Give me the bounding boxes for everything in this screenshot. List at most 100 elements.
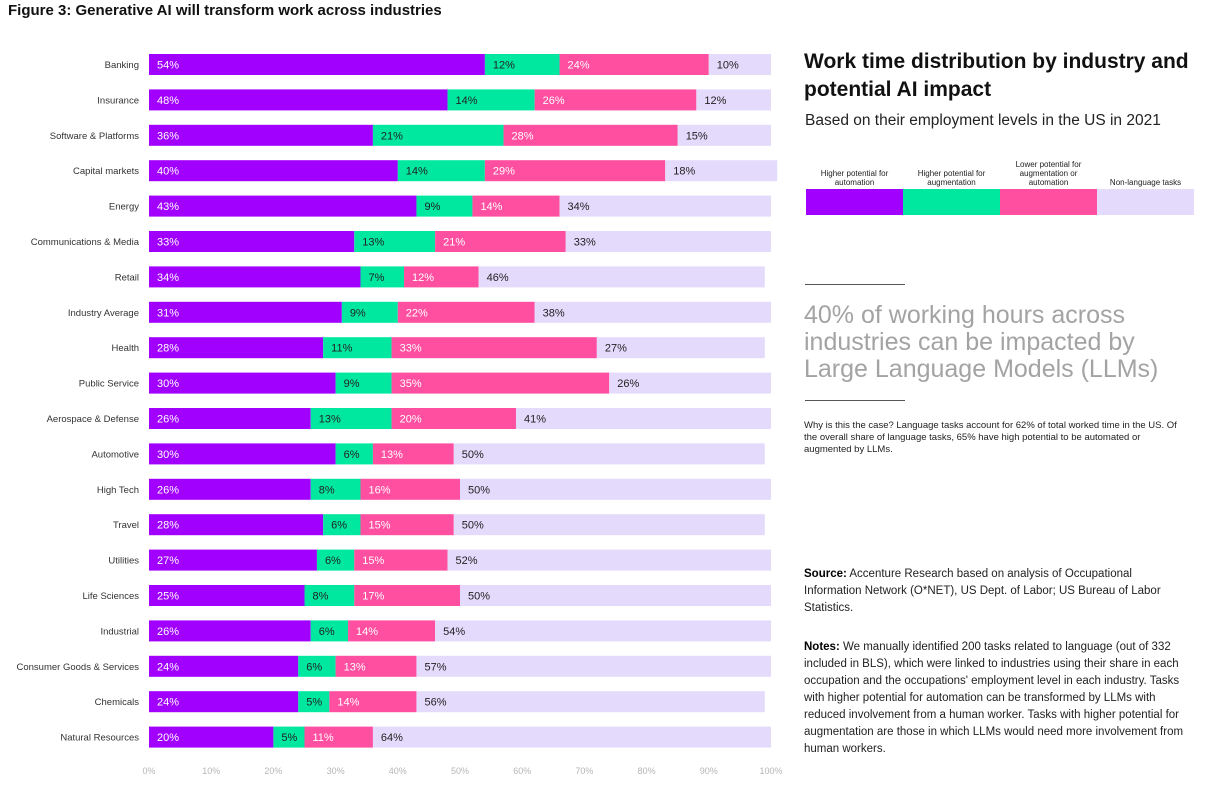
data-label-aerospace-defense-1: 13% [319,414,341,426]
bar-segment-life-sciences-2 [354,585,460,606]
bar-segment-consumer-goods-services-2 [335,655,417,677]
data-label-insurance-3: 12% [704,95,726,107]
x-tick-label: 20% [264,766,282,776]
data-label-retail-3: 46% [487,272,509,284]
data-label-life-sciences-3: 50% [468,591,490,603]
x-tick-label: 0% [142,766,155,776]
bar-segment-travel-0 [149,514,324,536]
bar-segment-insurance-2 [534,89,697,111]
category-label-natural-resources: Natural Resources [60,733,139,744]
bar-segment-energy-1 [416,195,473,217]
bar-segment-automotive-2 [372,443,454,465]
legend-label: Higher potential for augmentation [917,169,986,187]
data-label-banking-0: 54% [157,60,179,72]
bar-segment-industry-average-1 [341,301,398,323]
bar-segment-industrial-3 [435,620,771,642]
notes-label: Notes: [804,641,840,653]
data-label-public-service-0: 30% [157,378,179,390]
bar-segment-natural-resources-2 [304,726,373,748]
data-label-chemicals-0: 24% [157,697,179,709]
bar-segment-banking-2 [559,54,709,75]
legend-swatch [1000,189,1097,215]
data-label-industrial-3: 54% [443,626,465,638]
data-label-utilities-0: 27% [157,555,179,567]
bar-segment-energy-0 [149,195,417,217]
bar-segment-energy-3 [559,195,771,217]
bar-segment-utilities-2 [354,549,448,571]
bar-segment-travel-3 [453,514,765,536]
data-label-utilities-3: 52% [456,555,478,567]
bar-segment-software-platforms-3 [677,124,771,146]
bar-segment-high-tech-2 [360,478,460,500]
data-label-industry-average-1: 9% [350,307,366,319]
x-tick-label: 10% [202,766,220,776]
data-label-insurance-0: 48% [157,95,179,107]
x-tick-label: 70% [575,766,593,776]
bar-segment-communications-media-1 [354,231,436,252]
legend-item-lower-potential: Lower potential for augmentation or auto… [1000,155,1097,215]
data-label-banking-1: 12% [493,60,515,72]
bar-segment-software-platforms-2 [503,124,678,146]
category-label-life-sciences: Life Sciences [82,591,139,602]
data-label-chemicals-1: 5% [306,697,322,709]
data-label-banking-2: 24% [568,60,590,72]
data-label-retail-2: 12% [412,272,434,284]
data-label-insurance-1: 14% [456,95,478,107]
bar-segment-natural-resources-3 [372,726,771,748]
data-label-automotive-2: 13% [381,449,403,461]
data-label-life-sciences-2: 17% [362,591,384,603]
bar-segment-travel-1 [323,514,361,536]
chart-subheading: Based on their employment levels in the … [805,112,1161,129]
x-tick-label: 90% [700,766,718,776]
bar-segment-life-sciences-3 [460,585,771,606]
bar-segment-utilities-1 [316,549,355,571]
category-label-high-tech: High Tech [97,485,139,496]
x-tick-label: 60% [513,766,531,776]
bar-segment-high-tech-3 [460,478,771,500]
bar-segment-consumer-goods-services-0 [149,655,299,677]
data-label-retail-0: 34% [157,272,179,284]
bar-segment-automotive-1 [335,443,373,465]
data-label-health-2: 33% [400,343,422,355]
bar-segment-banking-3 [708,54,771,75]
data-label-consumer-goods-services-0: 24% [157,661,179,673]
bar-segment-health-2 [391,337,597,359]
category-label-software-platforms: Software & Platforms [50,131,139,142]
category-label-retail: Retail [115,272,139,283]
bar-segment-banking-1 [484,54,560,75]
data-label-insurance-2: 26% [543,95,565,107]
category-label-capital-markets: Capital markets [73,166,139,177]
data-label-automotive-0: 30% [157,449,179,461]
data-label-public-service-3: 26% [617,378,639,390]
category-label-banking: Banking [105,60,139,71]
bar-segment-industrial-1 [310,620,349,642]
data-label-high-tech-2: 16% [368,484,390,496]
data-label-automotive-3: 50% [462,449,484,461]
data-label-capital-markets-2: 29% [493,166,515,178]
data-label-automotive-1: 6% [344,449,360,461]
data-label-travel-1: 6% [331,520,347,532]
bar-segment-chemicals-0 [149,691,299,713]
bar-segment-life-sciences-0 [149,585,305,606]
bar-segment-consumer-goods-services-1 [298,655,336,677]
bar-segment-chemicals-3 [416,691,765,713]
data-label-health-3: 27% [605,343,627,355]
data-label-aerospace-defense-3: 41% [524,414,546,426]
data-label-retail-1: 7% [368,272,384,284]
data-label-public-service-2: 35% [400,378,422,390]
category-label-chemicals: Chemicals [95,697,140,708]
legend: Higher potential for automation Higher p… [806,155,1196,215]
bar-segment-communications-media-2 [435,231,566,252]
bar-segment-high-tech-0 [149,478,311,500]
bar-segment-natural-resources-0 [149,726,274,748]
bar-segment-capital-markets-2 [484,160,666,182]
data-label-capital-markets-3: 18% [673,166,695,178]
bar-segment-retail-3 [478,266,765,288]
data-label-industry-average-0: 31% [157,307,179,319]
data-label-high-tech-0: 26% [157,484,179,496]
bar-segment-automotive-0 [149,443,336,465]
data-label-high-tech-1: 8% [319,484,335,496]
bar-segment-communications-media-0 [149,231,355,252]
data-label-public-service-1: 9% [344,378,360,390]
data-label-communications-media-0: 33% [157,237,179,249]
